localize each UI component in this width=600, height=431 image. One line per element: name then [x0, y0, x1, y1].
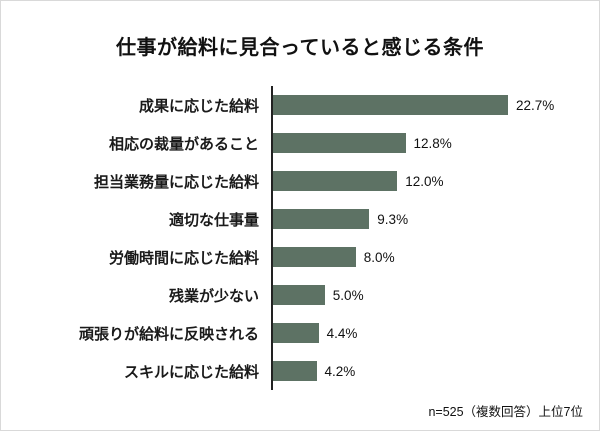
- chart-title: 仕事が給料に見合っていると感じる条件: [116, 37, 484, 59]
- bar: [273, 133, 406, 153]
- bar-area: 4.2%: [271, 352, 589, 390]
- category-label: 残業が少ない: [168, 287, 259, 305]
- bar-row: 頑張りが給料に反映される 4.4%: [19, 314, 589, 352]
- category-label: 成果に応じた給料: [138, 97, 259, 115]
- bar-row: スキルに応じた給料 4.2%: [19, 352, 589, 390]
- category-label: 労働時間に応じた給料: [108, 249, 259, 267]
- value-label: 4.4%: [326, 325, 358, 341]
- value-label: 22.7%: [516, 97, 555, 113]
- bar: [273, 95, 508, 115]
- category-label: 適切な仕事量: [168, 211, 259, 229]
- category-label: 相応の裁量があること: [108, 135, 259, 153]
- category-label: 頑張りが給料に反映される: [78, 325, 259, 343]
- value-label: 12.0%: [405, 173, 444, 189]
- bar-area: 12.0%: [271, 162, 589, 200]
- category-label: 担当業務量に応じた給料: [93, 173, 259, 191]
- bar-row: 担当業務量に応じた給料 12.0%: [19, 162, 589, 200]
- bar: [273, 209, 370, 229]
- bar-area: 22.7%: [271, 86, 589, 124]
- sample-size-note: n=525（複数回答）上位7位: [428, 405, 583, 419]
- value-label: 9.3%: [377, 211, 409, 227]
- bar: [273, 171, 398, 191]
- bar-chart: 成果に応じた給料 22.7% 相応の裁量があること 12.8% 担当業務量に応じた給料 1…: [1, 86, 599, 390]
- bar-area: 9.3%: [271, 200, 589, 238]
- bar-area: 12.8%: [271, 124, 589, 162]
- bar-row: 相応の裁量があること 12.8%: [19, 124, 589, 162]
- value-label: 8.0%: [363, 249, 395, 265]
- bar-area: 4.4%: [271, 314, 589, 352]
- bar: [273, 247, 356, 267]
- bar-row: 適切な仕事量 9.3%: [19, 200, 589, 238]
- bar-row: 成果に応じた給料 22.7%: [19, 86, 589, 124]
- value-label: 12.8%: [413, 135, 452, 151]
- bar: [273, 361, 317, 381]
- bar-row: 労働時間に応じた給料 8.0%: [19, 238, 589, 276]
- category-label: スキルに応じた給料: [123, 363, 259, 381]
- bar-area: 8.0%: [271, 238, 589, 276]
- bar-area: 5.0%: [271, 276, 589, 314]
- value-label: 4.2%: [324, 363, 356, 379]
- bar: [273, 323, 319, 343]
- value-label: 5.0%: [332, 287, 364, 303]
- bar: [273, 285, 325, 305]
- bar-row: 残業が少ない 5.0%: [19, 276, 589, 314]
